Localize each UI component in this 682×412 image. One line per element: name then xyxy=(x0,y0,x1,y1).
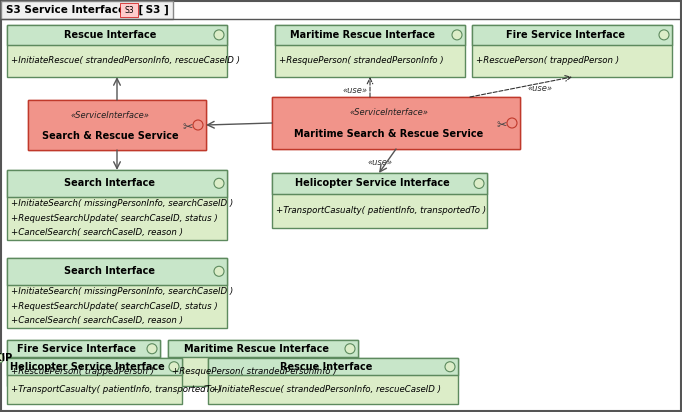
Bar xyxy=(275,25,465,45)
Text: +TransportCasualty( patientInfo, transportedTo ): +TransportCasualty( patientInfo, transpo… xyxy=(11,385,221,394)
Bar xyxy=(7,25,227,77)
Text: Maritime Rescue Interface: Maritime Rescue Interface xyxy=(291,30,436,40)
Bar xyxy=(7,170,227,197)
Bar xyxy=(272,97,520,149)
Text: S3: S3 xyxy=(124,5,134,14)
Circle shape xyxy=(0,353,4,363)
Bar xyxy=(168,340,358,358)
Text: +CancelSearch( searchCaseID, reason ): +CancelSearch( searchCaseID, reason ) xyxy=(11,316,183,325)
Bar xyxy=(208,358,458,375)
Circle shape xyxy=(452,30,462,40)
Bar xyxy=(7,170,227,240)
Circle shape xyxy=(345,344,355,354)
Bar xyxy=(472,25,672,45)
Text: +ResquePerson( strandedPersonInfo ): +ResquePerson( strandedPersonInfo ) xyxy=(279,56,443,66)
Circle shape xyxy=(474,178,484,188)
Text: S3 Service Interfaces  [: S3 Service Interfaces [ xyxy=(6,5,143,15)
Bar xyxy=(168,340,358,386)
Text: S3 ]: S3 ] xyxy=(142,5,168,15)
Bar xyxy=(120,3,138,17)
Text: +RescuePerson( trappedPerson ): +RescuePerson( trappedPerson ) xyxy=(11,367,154,376)
Bar xyxy=(28,100,206,150)
Text: +CancelSearch( searchCaseID, reason ): +CancelSearch( searchCaseID, reason ) xyxy=(11,228,183,237)
Text: Maritime Rescue Interface: Maritime Rescue Interface xyxy=(183,344,329,354)
Text: +RequestSearchUpdate( searchCaseID, status ): +RequestSearchUpdate( searchCaseID, stat… xyxy=(11,302,218,311)
Circle shape xyxy=(147,344,157,354)
Text: «ServiceInterface»: «ServiceInterface» xyxy=(350,108,428,117)
Circle shape xyxy=(214,266,224,276)
Text: Helicopter Service Interface: Helicopter Service Interface xyxy=(295,178,450,188)
Bar xyxy=(208,358,458,404)
Text: ✂: ✂ xyxy=(496,119,507,132)
Text: Search & Rescue Service: Search & Rescue Service xyxy=(42,131,178,141)
Circle shape xyxy=(214,178,224,188)
Text: +InitiateRescue( strandedPersonInfo, rescueCaseID ): +InitiateRescue( strandedPersonInfo, res… xyxy=(11,56,240,66)
Text: Helicopter Service Interface: Helicopter Service Interface xyxy=(10,362,165,372)
Bar xyxy=(272,97,520,149)
Bar xyxy=(7,258,227,328)
Text: Fire Service Interface: Fire Service Interface xyxy=(505,30,625,40)
Text: «use»: «use» xyxy=(527,84,552,93)
Bar xyxy=(1,1,173,19)
Text: ✂: ✂ xyxy=(183,121,193,134)
Text: Fire Service Interface: Fire Service Interface xyxy=(17,344,136,354)
Text: Rescue Interface: Rescue Interface xyxy=(64,30,156,40)
Circle shape xyxy=(169,362,179,372)
Bar xyxy=(272,173,487,194)
Bar xyxy=(7,340,160,386)
Bar xyxy=(7,358,182,404)
Circle shape xyxy=(445,362,455,372)
Text: +RescuePerson( trappedPerson ): +RescuePerson( trappedPerson ) xyxy=(476,56,619,66)
Bar xyxy=(472,25,672,77)
Text: +InitiateSearch( missingPersonInfo, searchCaseID ): +InitiateSearch( missingPersonInfo, sear… xyxy=(11,287,233,296)
Text: +InitiateSearch( missingPersonInfo, searchCaseID ): +InitiateSearch( missingPersonInfo, sear… xyxy=(11,199,233,208)
Bar xyxy=(275,25,465,77)
Circle shape xyxy=(507,118,517,128)
Text: Maritime Search & Rescue Service: Maritime Search & Rescue Service xyxy=(295,129,484,139)
Text: +ResquePerson( strandedPersonInfo ): +ResquePerson( strandedPersonInfo ) xyxy=(172,367,337,376)
Circle shape xyxy=(193,120,203,130)
Text: «use»: «use» xyxy=(368,157,393,166)
Circle shape xyxy=(659,30,669,40)
Text: +TransportCasualty( patientInfo, transportedTo ): +TransportCasualty( patientInfo, transpo… xyxy=(276,206,486,215)
Text: Rescue Interface: Rescue Interface xyxy=(280,362,372,372)
Bar xyxy=(7,25,227,45)
Bar xyxy=(7,358,182,375)
Text: +InitiateRescue( strandedPersonInfo, rescueCaseID ): +InitiateRescue( strandedPersonInfo, res… xyxy=(212,385,441,394)
Text: Search Interface: Search Interface xyxy=(65,178,155,188)
Text: Search Interface: Search Interface xyxy=(65,266,155,276)
Bar xyxy=(272,173,487,228)
Circle shape xyxy=(214,30,224,40)
Text: +RequestSearchUpdate( searchCaseID, status ): +RequestSearchUpdate( searchCaseID, stat… xyxy=(11,214,218,223)
Text: «use»: «use» xyxy=(342,86,368,94)
Text: SKIP: SKIP xyxy=(0,353,13,363)
Bar xyxy=(28,100,206,150)
Text: «ServiceInterface»: «ServiceInterface» xyxy=(70,110,149,119)
Bar xyxy=(7,258,227,285)
Bar xyxy=(7,340,160,358)
